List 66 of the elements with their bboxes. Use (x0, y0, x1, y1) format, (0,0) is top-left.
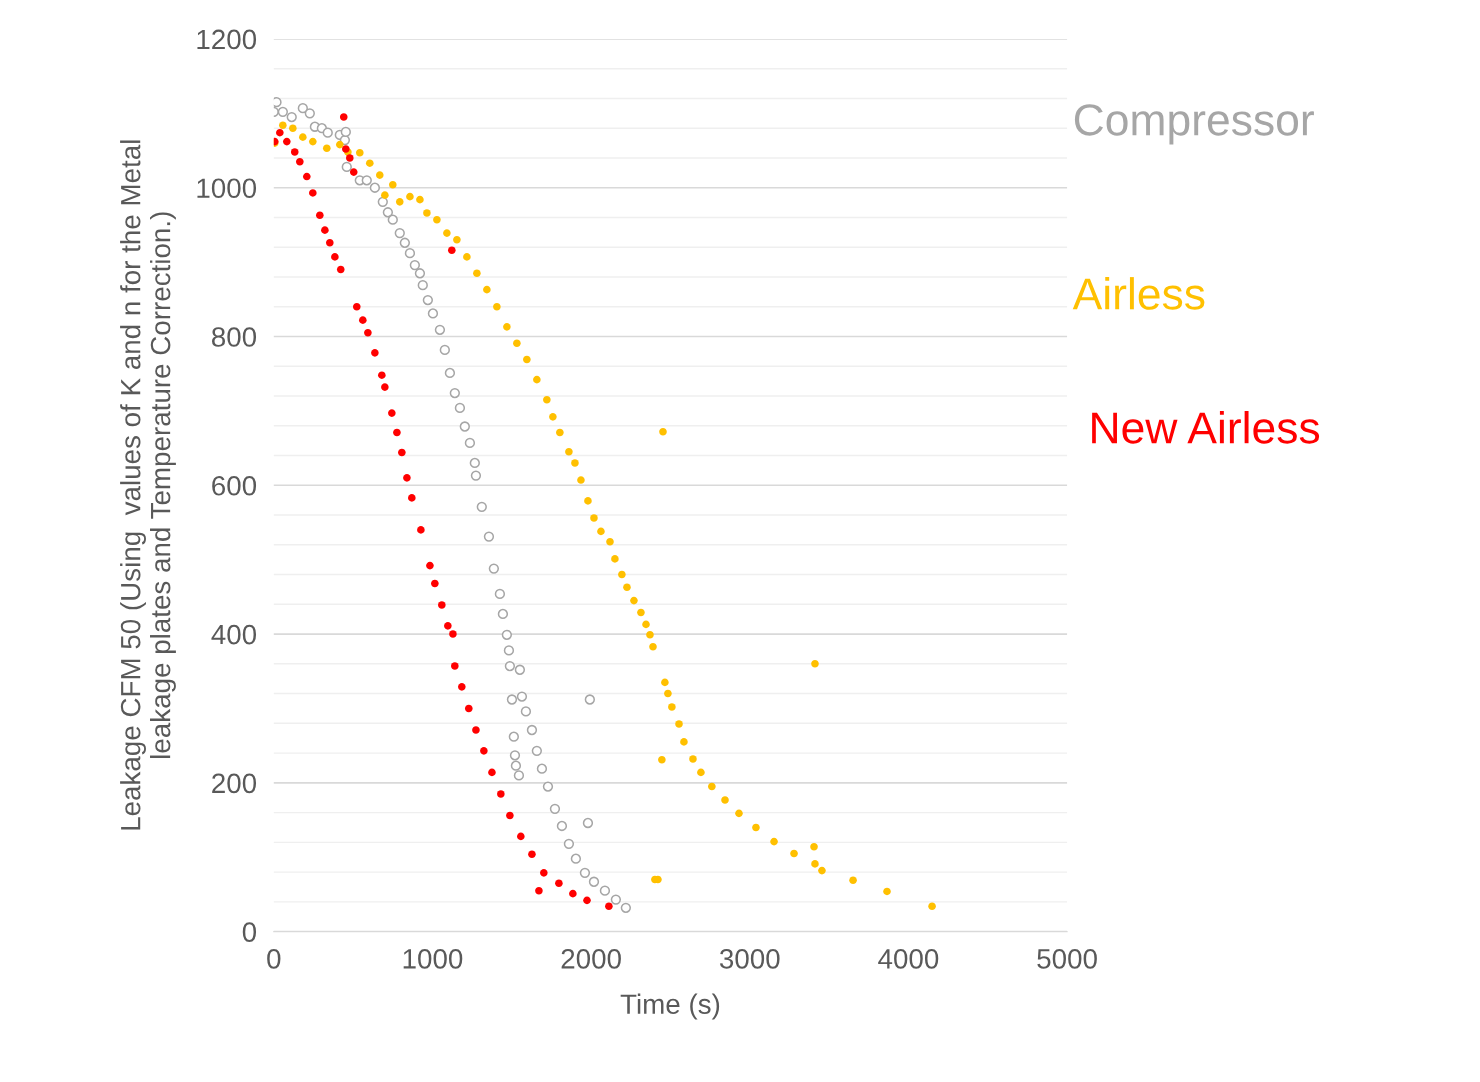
y-tick-label: 400 (211, 624, 257, 645)
point (339, 113, 348, 121)
point (290, 148, 299, 156)
x-tick-label: 3000 (719, 949, 780, 969)
point (352, 302, 361, 311)
point (398, 448, 406, 457)
y-tick-label: 800 (212, 327, 257, 347)
x-tick-label: 4000 (878, 949, 939, 969)
point (364, 328, 372, 337)
point (321, 226, 329, 234)
y-tick-label: 200 (212, 773, 257, 794)
x-axis-title: Time (s) (620, 993, 720, 1020)
point (506, 811, 514, 820)
point (371, 349, 379, 357)
point (431, 579, 439, 588)
point (464, 704, 473, 713)
point (448, 246, 456, 255)
point (345, 154, 354, 162)
point (316, 211, 324, 220)
point (417, 526, 425, 534)
point (458, 683, 466, 691)
y-tick-label: 0 (242, 922, 257, 942)
text: Airless (1072, 277, 1205, 310)
y-tick-label: 1000 (197, 178, 257, 199)
point (426, 561, 434, 570)
point (528, 850, 536, 859)
point (276, 128, 284, 137)
point (331, 253, 339, 261)
x-tick-label: 1000 (403, 949, 463, 969)
point (403, 474, 411, 482)
point (535, 886, 543, 895)
point (378, 371, 386, 379)
point (480, 747, 488, 755)
point (488, 768, 496, 777)
point (359, 316, 367, 324)
point (497, 790, 505, 798)
point (381, 383, 389, 391)
point (444, 622, 452, 630)
x-tick-label: 2000 (561, 949, 621, 969)
point (408, 494, 416, 502)
y-tick-label: 600 (212, 475, 257, 496)
point (303, 172, 311, 181)
x-tick-label: 5000 (1037, 949, 1097, 969)
point (605, 902, 613, 911)
point (451, 662, 459, 670)
point (388, 409, 396, 417)
point (296, 157, 304, 166)
point (283, 137, 291, 146)
point (393, 428, 401, 437)
text: Compressor (1074, 104, 1314, 145)
point (540, 869, 548, 877)
point (517, 832, 525, 841)
point (349, 168, 358, 176)
y-tick-label: 1200 (197, 29, 257, 50)
point (438, 601, 446, 609)
point (309, 189, 317, 197)
point (569, 889, 577, 898)
point (326, 238, 334, 247)
point (555, 879, 563, 888)
point (472, 726, 480, 734)
point (449, 630, 457, 638)
x-tick-label: 0 (267, 949, 281, 969)
point (336, 265, 345, 274)
text: New Airless (1092, 411, 1320, 444)
y-axis-title: Leakage CFM 50 (Using values of K and n for the Metal leakage plates and Temperature Correction.) (120, 140, 176, 830)
point (583, 896, 591, 905)
